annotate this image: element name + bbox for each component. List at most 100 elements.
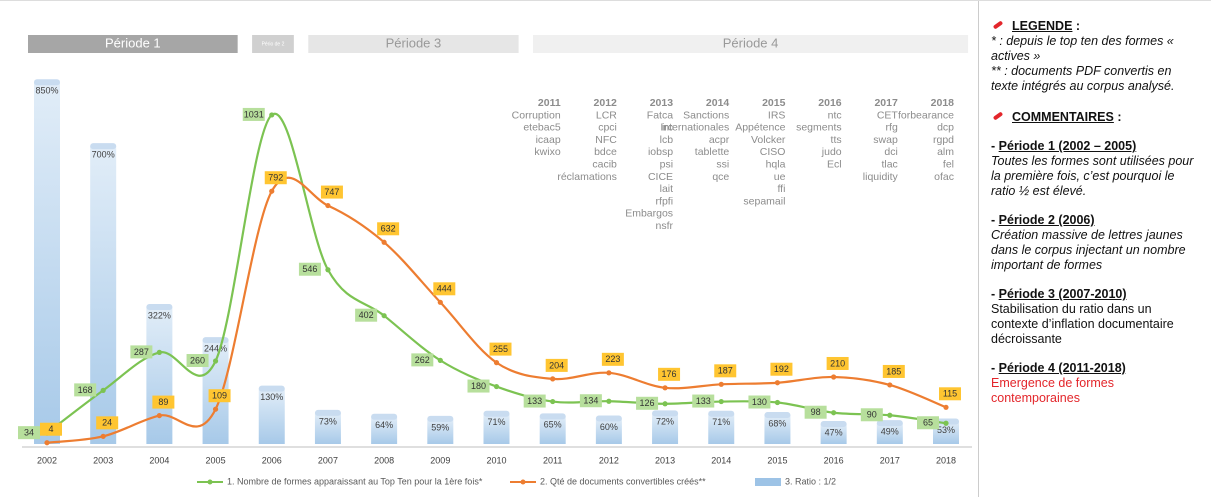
series-point xyxy=(381,313,387,319)
annotation-item: judo xyxy=(821,146,842,158)
period-band xyxy=(308,35,519,53)
series-point xyxy=(943,404,949,410)
annotation-item: CISO xyxy=(760,146,786,158)
data-label-box xyxy=(467,379,490,393)
series-point xyxy=(493,360,500,366)
ratio-bar xyxy=(90,146,117,444)
annotation-item: rfg xyxy=(886,122,898,134)
series-point xyxy=(662,385,668,391)
data-label-box xyxy=(433,282,456,296)
annotation-item: Ecl xyxy=(827,158,842,170)
annotation-item: Volcker xyxy=(751,134,786,146)
series-point xyxy=(100,387,106,393)
data-label-group: 65 xyxy=(917,416,939,430)
data-label: 204 xyxy=(549,360,564,370)
ratio-bar xyxy=(933,421,959,444)
x-tick-label: 2017 xyxy=(880,455,900,465)
data-label: 176 xyxy=(662,369,677,379)
x-tick-label: 2012 xyxy=(599,455,619,465)
series-point xyxy=(381,239,387,245)
x-tick-label: 2007 xyxy=(318,455,338,465)
data-label-group: 287 xyxy=(130,345,153,359)
ratio-cap xyxy=(258,385,285,392)
legend-label: 2. Qté de documents convertibles créés** xyxy=(540,476,706,486)
data-label: 255 xyxy=(493,344,508,354)
ratio-cap xyxy=(314,409,341,416)
data-label-box xyxy=(748,395,771,409)
ratio-cap xyxy=(202,337,229,344)
series-point xyxy=(156,349,162,355)
section-title-text: LEGENDE xyxy=(1012,19,1073,33)
ratio-cap xyxy=(483,410,510,417)
annotation-item: tablette xyxy=(695,146,730,158)
x-tick-label: 2002 xyxy=(37,455,57,465)
legend-swatch xyxy=(755,478,781,486)
annotation-item: ffi xyxy=(777,183,785,195)
data-label-group: 4 xyxy=(40,422,62,436)
series-point xyxy=(325,267,331,273)
data-label: 89 xyxy=(158,397,168,407)
data-label: 98 xyxy=(811,407,821,417)
annotation-item: ue xyxy=(774,171,786,183)
annotation-year: 2014 xyxy=(706,97,730,109)
series-point xyxy=(269,188,275,194)
ratio-cap xyxy=(34,79,60,86)
annotation-year: 2018 xyxy=(931,97,955,109)
period-text: Toutes les formes sont utilisées pour la… xyxy=(991,154,1194,198)
data-label: 168 xyxy=(78,385,93,395)
x-tick-label: 2013 xyxy=(655,455,675,465)
data-label-group: 89 xyxy=(152,395,175,409)
annotation-item: kwixo xyxy=(534,146,560,158)
ratio-bar xyxy=(258,388,285,444)
annotation-year: 2015 xyxy=(762,97,786,109)
series-line xyxy=(46,176,947,444)
data-label: 4 xyxy=(48,424,53,434)
data-label: 402 xyxy=(359,310,374,320)
data-label: 792 xyxy=(268,173,283,183)
ratio-bar xyxy=(371,416,398,444)
colon: : xyxy=(1075,19,1081,33)
ratio-label: 850% xyxy=(35,86,58,96)
annotation-item: ssi xyxy=(716,158,729,170)
series-point xyxy=(212,406,219,412)
x-tick-label: 2011 xyxy=(543,455,562,465)
ratio-label: 64% xyxy=(375,420,393,430)
data-label-box xyxy=(377,222,400,236)
legend-swatch-dot xyxy=(207,479,213,485)
annotation-item: Fatca xyxy=(647,109,673,121)
data-label-box xyxy=(152,395,175,409)
series-point xyxy=(606,370,612,376)
ratio-label: 71% xyxy=(712,417,730,427)
annotation-item: rgpd xyxy=(933,134,954,146)
data-label: 262 xyxy=(415,355,430,365)
annotation-item: rfpfi xyxy=(656,195,674,207)
data-label-box xyxy=(917,416,939,430)
data-label: 65 xyxy=(923,418,933,428)
legend-note: ** : documents PDF convertis en texte in… xyxy=(991,64,1175,93)
series-point xyxy=(718,381,724,387)
data-label-box xyxy=(826,356,849,370)
data-label-group: 176 xyxy=(658,367,681,381)
data-label-group: 98 xyxy=(804,405,827,419)
ratio-bar xyxy=(34,82,60,445)
section-title: LEGENDE : xyxy=(991,19,1201,34)
annotation-item: qce xyxy=(712,171,729,183)
section-title: COMMENTAIRES : xyxy=(991,110,1201,125)
data-label-group: 168 xyxy=(74,383,97,397)
period-label: Période 1 xyxy=(105,35,161,50)
chart: Période 1 Pério de 2 Période 3 Période 4 201… xyxy=(18,35,972,486)
data-label-box xyxy=(860,408,883,422)
data-label-group: 130 xyxy=(748,395,771,409)
data-label: 90 xyxy=(867,410,877,420)
data-label: 130 xyxy=(752,397,767,407)
data-label: 109 xyxy=(212,391,227,401)
period-heading: - Période 3 (2007-2010) xyxy=(991,287,1201,302)
ratio-bar xyxy=(539,416,566,444)
data-label-box xyxy=(770,362,793,376)
data-label-box xyxy=(692,394,715,408)
data-label: 632 xyxy=(381,224,396,234)
series-point xyxy=(550,376,556,382)
data-label-box xyxy=(411,353,434,367)
marker: - xyxy=(991,213,996,227)
data-label-group: 192 xyxy=(770,362,793,376)
